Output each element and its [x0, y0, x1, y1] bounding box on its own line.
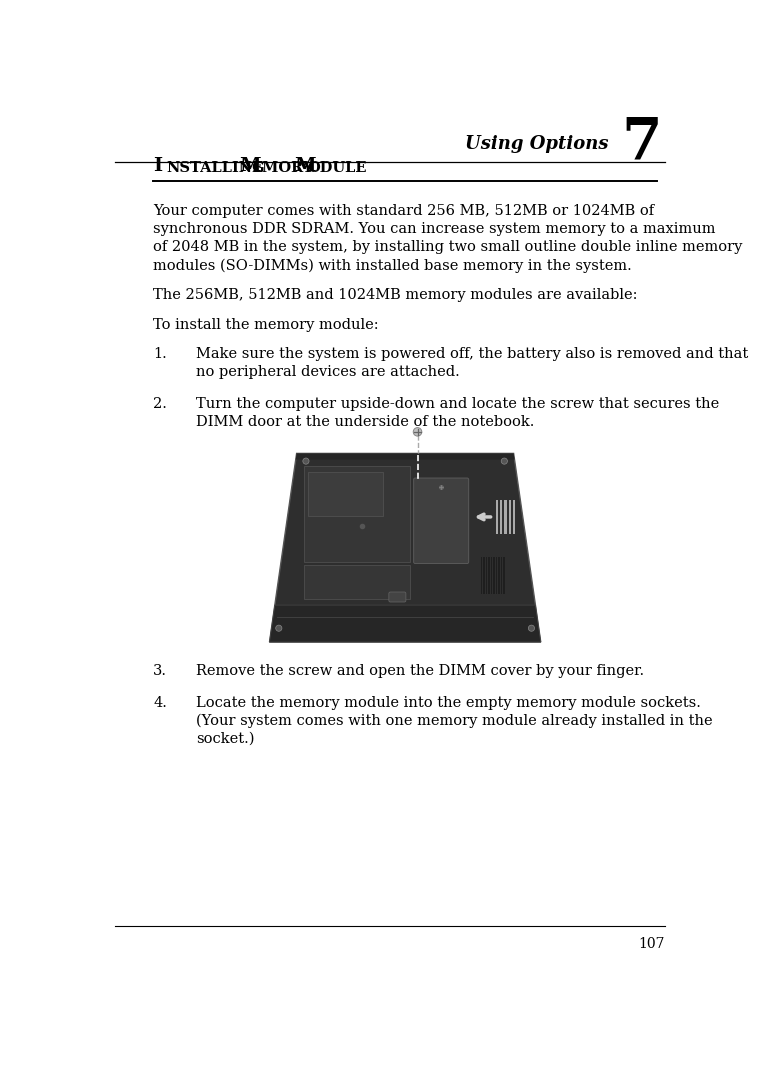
- Polygon shape: [296, 453, 514, 460]
- Bar: [304, 465, 409, 562]
- Text: EMORY: EMORY: [252, 160, 314, 174]
- Bar: [500, 500, 502, 534]
- Text: Using Options: Using Options: [465, 135, 608, 153]
- Bar: [496, 500, 498, 534]
- Text: I: I: [153, 156, 162, 174]
- Bar: [498, 557, 500, 595]
- Text: modules (SO-DIMMs) with installed base memory in the system.: modules (SO-DIMMs) with installed base m…: [153, 258, 632, 272]
- Text: no peripheral devices are attached.: no peripheral devices are attached.: [196, 365, 460, 379]
- Text: (Your system comes with one memory module already installed in the: (Your system comes with one memory modul…: [196, 714, 712, 728]
- Text: The 256MB, 512MB and 1024MB memory modules are available:: The 256MB, 512MB and 1024MB memory modul…: [153, 288, 638, 302]
- Text: 7: 7: [622, 114, 662, 170]
- Text: 1.: 1.: [154, 347, 167, 361]
- Text: 2.: 2.: [153, 397, 167, 411]
- Text: 107: 107: [638, 937, 665, 951]
- Text: DIMM door at the underside of the notebook.: DIMM door at the underside of the notebo…: [196, 416, 534, 430]
- Circle shape: [413, 428, 422, 436]
- Bar: [503, 557, 505, 595]
- Text: Your computer comes with standard 256 MB, 512MB or 1024MB of: Your computer comes with standard 256 MB…: [153, 204, 654, 218]
- Bar: [513, 500, 515, 534]
- Text: ODULE: ODULE: [307, 160, 367, 174]
- Bar: [304, 565, 409, 599]
- Text: Make sure the system is powered off, the battery also is removed and that: Make sure the system is powered off, the…: [196, 347, 748, 361]
- FancyBboxPatch shape: [414, 478, 469, 563]
- Bar: [491, 557, 492, 595]
- Bar: [495, 557, 497, 595]
- Text: M: M: [295, 156, 316, 174]
- Bar: [481, 557, 482, 595]
- FancyBboxPatch shape: [389, 592, 406, 602]
- Polygon shape: [269, 605, 541, 642]
- Text: Locate the memory module into the empty memory module sockets.: Locate the memory module into the empty …: [196, 696, 701, 710]
- Text: Remove the screw and open the DIMM cover by your finger.: Remove the screw and open the DIMM cover…: [196, 663, 644, 677]
- Circle shape: [275, 625, 282, 631]
- Text: 4.: 4.: [153, 696, 167, 710]
- Circle shape: [303, 458, 309, 464]
- Bar: [505, 500, 507, 534]
- Text: To install the memory module:: To install the memory module:: [153, 318, 379, 332]
- Text: synchronous DDR SDRAM. You can increase system memory to a maximum: synchronous DDR SDRAM. You can increase …: [153, 222, 716, 236]
- Bar: [501, 557, 502, 595]
- Bar: [508, 500, 511, 534]
- Bar: [483, 557, 485, 595]
- Text: M: M: [239, 156, 260, 174]
- Bar: [493, 557, 495, 595]
- Text: of 2048 MB in the system, by installing two small outline double inline memory: of 2048 MB in the system, by installing …: [153, 240, 743, 254]
- Text: 3.: 3.: [153, 663, 167, 677]
- Bar: [308, 472, 383, 516]
- Text: socket.): socket.): [196, 731, 254, 745]
- Polygon shape: [269, 453, 541, 642]
- Text: Turn the computer upside-down and locate the screw that secures the: Turn the computer upside-down and locate…: [196, 397, 719, 411]
- Text: NSTALLING: NSTALLING: [166, 160, 265, 174]
- Bar: [486, 557, 487, 595]
- Circle shape: [528, 625, 534, 631]
- Circle shape: [501, 458, 508, 464]
